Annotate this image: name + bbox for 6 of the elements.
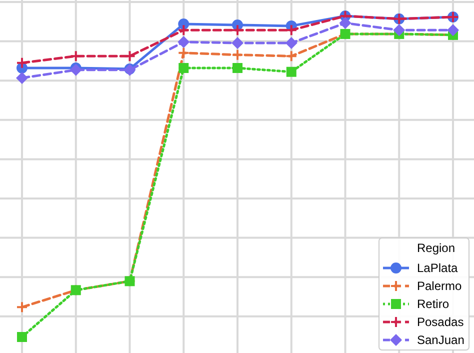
legend-label: Posadas [417, 315, 464, 329]
legend-label: LaPlata [417, 261, 458, 275]
legend-title: Region [417, 241, 456, 255]
legend-label: Palermo [417, 279, 462, 293]
legend-label: Retiro [417, 297, 450, 311]
legend-label: SanJuan [417, 333, 464, 347]
